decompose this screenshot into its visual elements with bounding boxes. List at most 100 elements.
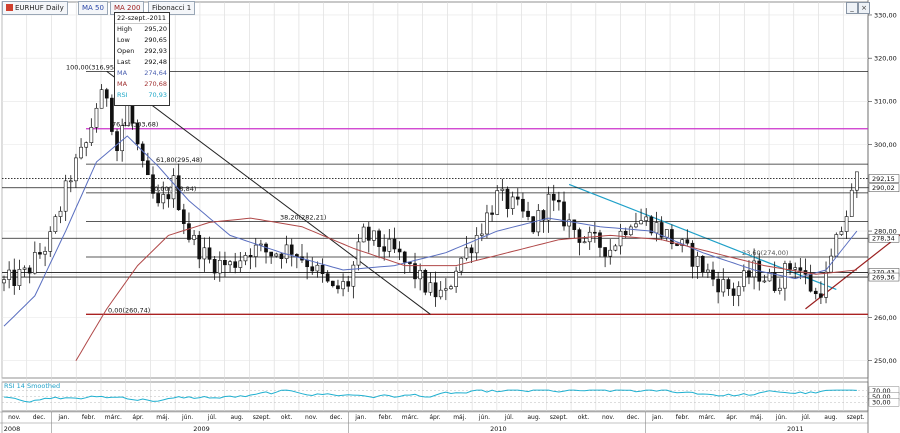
candle-body — [259, 243, 263, 246]
candle-body — [449, 286, 453, 290]
month-tick-label: ápr. — [429, 414, 440, 421]
ma200-tab[interactable]: MA 200 — [110, 1, 145, 15]
tooltip-value: 292,93 — [144, 47, 167, 55]
fibonacci-label: 38,20(282,21) — [280, 214, 326, 222]
candle-body — [464, 247, 469, 259]
tooltip-label: MA — [117, 69, 128, 77]
candle-body — [156, 193, 160, 204]
candle-body — [197, 234, 202, 260]
month-tick-label: jún. — [181, 414, 193, 421]
fibonacci-label: Fibonacci 1 — [152, 4, 192, 12]
candle-body — [474, 235, 479, 254]
candle-body — [279, 253, 284, 259]
candle-body — [741, 270, 746, 287]
price-tick-label: 310,00 — [874, 98, 897, 106]
rsi-tick-label: 50,00 — [872, 393, 891, 401]
candle-body — [798, 267, 803, 271]
candle-body — [747, 270, 751, 278]
candle-body — [233, 261, 238, 268]
candle-body — [454, 270, 458, 287]
candle-body — [104, 89, 109, 99]
candle-body — [551, 193, 556, 201]
fibonacci-label: 76,40(303,68) — [112, 121, 158, 129]
candle-body — [793, 267, 798, 270]
minimize-button[interactable]: _ — [846, 2, 858, 14]
price-tag-label: 292,15 — [872, 175, 895, 183]
candle-body — [582, 241, 587, 244]
ma50-tab[interactable]: MA 50 — [78, 1, 108, 15]
tooltip-row: Open 292,93 — [115, 46, 169, 57]
candle-body — [284, 244, 289, 259]
price-tick-label: 330,00 — [874, 11, 897, 19]
price-tick-label: 260,00 — [874, 314, 897, 322]
candle-body — [659, 222, 664, 238]
tooltip-row: MA 274,64 — [115, 68, 169, 79]
year-label: 2010 — [490, 425, 507, 433]
month-tick-label: jún. — [775, 414, 787, 421]
candle-body — [526, 210, 530, 217]
candle-body — [176, 175, 181, 211]
price-tag-label: 290,02 — [872, 184, 895, 192]
tooltip-row: RSI 70,93 — [115, 90, 169, 101]
candle-body — [762, 280, 767, 283]
candle-body — [834, 234, 839, 257]
tooltip-value: 274,64 — [144, 69, 167, 77]
candle-body — [639, 220, 643, 225]
tooltip-row: MA 270,68 — [115, 79, 169, 90]
candle-body — [58, 210, 63, 217]
candle-body — [110, 97, 114, 132]
symbol-tab[interactable]: EURHUF Daily — [2, 1, 68, 15]
candle-body — [392, 238, 397, 250]
candle-body — [752, 260, 756, 278]
candle-body — [500, 188, 505, 191]
tooltip-label: High — [117, 25, 132, 33]
candle-body — [608, 249, 613, 257]
month-tick-label: nov. — [8, 414, 21, 421]
candle-body — [79, 146, 83, 159]
candle-body — [17, 269, 22, 286]
candle-body — [238, 260, 243, 268]
candle-body — [685, 239, 690, 244]
candle-body — [166, 194, 171, 200]
month-tick-label: dec. — [627, 414, 640, 421]
candle-body — [2, 279, 6, 284]
candle-body — [557, 199, 561, 203]
candle-body — [680, 239, 685, 246]
price-tag-label: 278,34 — [872, 235, 895, 243]
candle-body — [382, 246, 387, 252]
month-tick-label: febr. — [82, 414, 96, 421]
close-button[interactable]: × — [858, 2, 870, 14]
candle-body — [788, 263, 792, 270]
candle-body — [361, 226, 366, 243]
fibonacci-label: 23,60(274,00) — [742, 249, 788, 257]
month-tick-label: máj. — [750, 414, 763, 421]
candle-body — [479, 233, 484, 236]
price-tag — [868, 272, 900, 282]
candle-body — [135, 122, 140, 145]
candle-body — [777, 287, 782, 291]
candle-body — [772, 272, 777, 291]
month-tick-label: szept. — [847, 414, 865, 421]
price-tick-label: 320,00 — [874, 54, 897, 62]
tooltip-row: Low 290,65 — [115, 35, 169, 46]
candle-body — [767, 272, 772, 282]
candle-body — [366, 226, 371, 241]
candle-body — [310, 266, 315, 272]
candle-body — [546, 193, 551, 221]
month-tick-label: jan. — [57, 414, 69, 421]
tooltip-value: 270,68 — [144, 80, 167, 88]
candle-body — [572, 219, 577, 230]
candle-body — [849, 189, 854, 217]
candle-body — [623, 230, 628, 236]
candle-body — [577, 229, 582, 243]
price-tick-label: 280,00 — [874, 227, 897, 235]
candle-body — [428, 282, 433, 293]
fibonacci-tab[interactable]: Fibonacci 1 — [148, 1, 196, 15]
candle-body — [736, 286, 741, 296]
tooltip-label: Open — [117, 47, 135, 55]
candle-body — [531, 216, 536, 233]
month-tick-label: szept. — [253, 414, 271, 421]
candle-body — [269, 251, 274, 257]
